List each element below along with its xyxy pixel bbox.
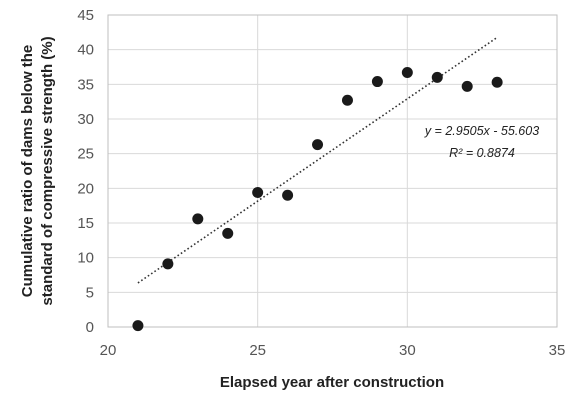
data-point	[282, 189, 294, 201]
plot-frame	[107, 14, 558, 328]
x-tick-label: 25	[249, 342, 266, 359]
grid-lines	[107, 14, 558, 328]
x-tick-label: 35	[549, 342, 566, 359]
y-tick-label: 20	[77, 180, 94, 197]
data-point	[252, 186, 264, 198]
y-tick-label: 30	[77, 111, 94, 128]
y-tick-label: 25	[77, 146, 94, 163]
y-tick-label: 45	[77, 7, 94, 24]
trendline-equation: y = 2.9505x - 55.603	[424, 124, 539, 138]
x-axis-title: Elapsed year after construction	[220, 374, 444, 391]
y-tick-label: 35	[77, 76, 94, 93]
y-tick-label: 0	[86, 319, 94, 336]
y-axis-ticks: 0 5 10 15 20 25 30 35 40 45	[77, 7, 94, 336]
data-point	[341, 94, 353, 106]
x-tick-label: 20	[100, 342, 117, 359]
data-point	[312, 139, 324, 151]
x-tick-label: 30	[399, 342, 416, 359]
data-point	[371, 76, 383, 88]
data-points	[132, 67, 503, 332]
data-point	[132, 320, 144, 332]
y-axis-title-line-1: Cumulative ratio of dams below the	[19, 45, 36, 298]
data-point	[401, 67, 413, 79]
data-point	[491, 76, 503, 88]
data-point	[431, 71, 443, 83]
y-tick-label: 40	[77, 42, 94, 59]
y-axis-title-line-2: standard of compressive strength (%)	[39, 36, 56, 305]
data-point	[192, 213, 204, 225]
y-tick-label: 15	[77, 215, 94, 232]
trendline-r-squared: R² = 0.8874	[449, 146, 515, 160]
y-tick-label: 5	[86, 284, 94, 301]
data-point	[222, 227, 234, 239]
x-axis-ticks: 20 25 30 35	[100, 342, 566, 359]
trendline	[137, 36, 498, 284]
data-point	[461, 80, 473, 92]
y-tick-label: 10	[77, 250, 94, 267]
data-point	[162, 258, 174, 270]
